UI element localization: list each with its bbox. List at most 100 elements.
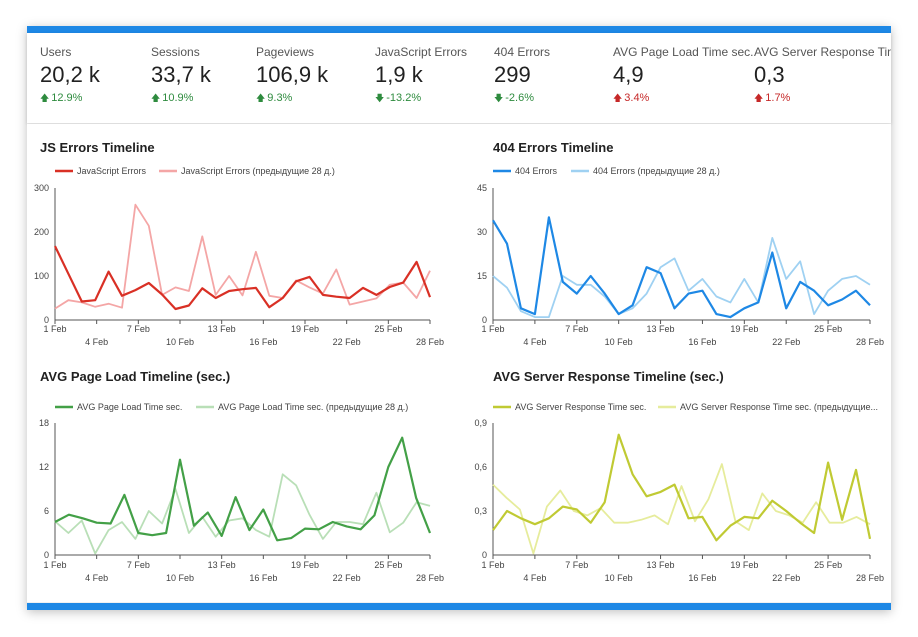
charts-panel: JS Errors Timeline JavaScript Errors JavaS… xyxy=(27,124,891,602)
x-tick-label: 22 Feb xyxy=(333,573,361,583)
dashboard-frame: Users 20,2 k 🡅 12.9% Sessions 33,7 k 🡅 10.… xyxy=(27,26,891,610)
x-tick-label: 19 Feb xyxy=(291,560,319,570)
chart-title: JS Errors Timeline xyxy=(40,140,155,155)
y-tick-label: 12 xyxy=(39,462,49,472)
x-tick-label: 19 Feb xyxy=(730,324,758,334)
kpi-value: 299 xyxy=(494,62,531,87)
kpi-label: AVG Page Load Time sec. xyxy=(613,45,754,59)
kpi-delta: 🡇 -13.2% xyxy=(375,91,467,107)
y-tick-label: 30 xyxy=(477,227,487,237)
kpi-delta-value: 12.9% xyxy=(51,92,83,104)
arrow-up-icon: 🡅 xyxy=(256,93,266,103)
chart-server-response: AVG Server Response Timeline (sec.) AVG S… xyxy=(474,369,884,583)
arrow-up-icon: 🡅 xyxy=(40,93,50,103)
x-tick-label: 10 Feb xyxy=(605,337,633,347)
x-tick-label: 1 Feb xyxy=(481,324,504,334)
kpi-value: 20,2 k xyxy=(40,62,100,87)
chart-404-errors: 404 Errors Timeline 404 Errors 404 Errors … xyxy=(477,140,884,347)
kpi-delta-value: 9.3% xyxy=(267,92,293,104)
y-tick-label: 300 xyxy=(34,183,49,193)
x-tick-label: 19 Feb xyxy=(291,324,319,334)
x-tick-label: 28 Feb xyxy=(856,573,884,583)
series-line-previous xyxy=(54,203,431,310)
y-tick-label: 100 xyxy=(34,271,49,281)
x-tick-label: 7 Feb xyxy=(127,560,150,570)
y-tick-label: 0,6 xyxy=(474,462,487,472)
x-tick-label: 13 Feb xyxy=(208,560,236,570)
x-tick-label: 19 Feb xyxy=(730,560,758,570)
kpi-users[interactable]: Users 20,2 k 🡅 12.9% xyxy=(40,45,100,107)
kpi-javascript-errors[interactable]: JavaScript Errors 1,9 k 🡇 -13.2% xyxy=(375,45,467,107)
x-tick-label: 4 Feb xyxy=(523,337,546,347)
x-tick-label: 1 Feb xyxy=(43,560,66,570)
x-tick-label: 16 Feb xyxy=(249,573,277,583)
x-tick-label: 25 Feb xyxy=(814,324,842,334)
arrow-up-icon: 🡅 xyxy=(754,93,764,103)
series-line-current xyxy=(54,245,432,311)
legend-label: 404 Errors xyxy=(515,166,558,176)
kpi-sessions[interactable]: Sessions 33,7 k 🡅 10.9% xyxy=(151,45,211,107)
kpi-delta: 🡅 12.9% xyxy=(40,91,100,107)
legend-label: AVG Page Load Time sec. xyxy=(77,402,182,412)
x-tick-label: 13 Feb xyxy=(647,560,675,570)
arrow-down-icon: 🡇 xyxy=(494,93,504,103)
y-tick-label: 0 xyxy=(482,550,487,560)
legend-label: AVG Server Response Time sec. (предыдущи… xyxy=(680,402,878,412)
chart-title: 404 Errors Timeline xyxy=(493,140,613,155)
x-tick-label: 10 Feb xyxy=(605,573,633,583)
legend-label: 404 Errors (предыдущие 28 д.) xyxy=(593,166,720,176)
series-line-previous xyxy=(54,473,431,555)
kpi-delta: 🡅 9.3% xyxy=(256,91,328,107)
kpi-value: 0,3 xyxy=(754,62,785,87)
x-tick-label: 25 Feb xyxy=(374,560,402,570)
legend-label: JavaScript Errors xyxy=(77,166,147,176)
x-tick-label: 4 Feb xyxy=(85,337,108,347)
series-line-previous xyxy=(492,237,871,319)
y-tick-label: 0 xyxy=(44,315,49,325)
kpi-label: AVG Server Response Time xyxy=(754,45,891,59)
bottom-accent-bar xyxy=(27,603,891,610)
x-tick-label: 4 Feb xyxy=(85,573,108,583)
chart-title: AVG Server Response Timeline (sec.) xyxy=(493,369,724,384)
kpi-label: Users xyxy=(40,45,72,59)
top-accent-bar xyxy=(27,26,891,33)
arrow-up-icon: 🡅 xyxy=(151,93,161,103)
y-tick-label: 0 xyxy=(482,315,487,325)
series-line-previous xyxy=(492,463,871,555)
y-tick-label: 0 xyxy=(44,550,49,560)
x-tick-label: 1 Feb xyxy=(43,324,66,334)
series-line-current xyxy=(492,433,872,542)
kpi-delta-value: 1.7% xyxy=(765,92,791,104)
kpi-avg-page-load[interactable]: AVG Page Load Time sec. 4,9 🡅 3.4% xyxy=(613,45,754,107)
kpi-delta: 🡇 -2.6% xyxy=(494,91,550,107)
kpi-delta: 🡅 1.7% xyxy=(754,91,891,107)
kpi-pageviews[interactable]: Pageviews 106,9 k 🡅 9.3% xyxy=(256,45,328,107)
x-tick-label: 13 Feb xyxy=(208,324,236,334)
x-tick-label: 25 Feb xyxy=(374,324,402,334)
kpi-label: JavaScript Errors xyxy=(375,45,468,59)
x-tick-label: 28 Feb xyxy=(856,337,884,347)
x-tick-label: 10 Feb xyxy=(166,573,194,583)
series-line-current xyxy=(492,216,871,319)
x-tick-label: 13 Feb xyxy=(647,324,675,334)
x-tick-label: 16 Feb xyxy=(688,573,716,583)
kpi-value: 1,9 k xyxy=(375,62,423,87)
y-tick-label: 45 xyxy=(477,183,487,193)
arrow-down-icon: 🡇 xyxy=(375,93,385,103)
x-tick-label: 16 Feb xyxy=(688,337,716,347)
kpi-delta-value: 10.9% xyxy=(162,92,194,104)
kpi-delta-value: 3.4% xyxy=(624,92,650,104)
kpi-avg-server-response[interactable]: AVG Server Response Time 0,3 🡅 1.7% xyxy=(754,45,891,107)
y-tick-label: 200 xyxy=(34,227,49,237)
kpi-scorecard-row: Users 20,2 k 🡅 12.9% Sessions 33,7 k 🡅 10.… xyxy=(27,33,891,123)
x-tick-label: 7 Feb xyxy=(565,324,588,334)
x-tick-label: 16 Feb xyxy=(249,337,277,347)
chart-page-load: AVG Page Load Timeline (sec.) AVG Page Lo… xyxy=(39,369,444,583)
y-tick-label: 15 xyxy=(477,271,487,281)
kpi-404-errors[interactable]: 404 Errors 299 🡇 -2.6% xyxy=(494,45,550,107)
x-tick-label: 25 Feb xyxy=(814,560,842,570)
kpi-label: Sessions xyxy=(151,45,200,59)
y-tick-label: 18 xyxy=(39,418,49,428)
legend-label: AVG Server Response Time sec. xyxy=(515,402,646,412)
x-tick-label: 22 Feb xyxy=(333,337,361,347)
